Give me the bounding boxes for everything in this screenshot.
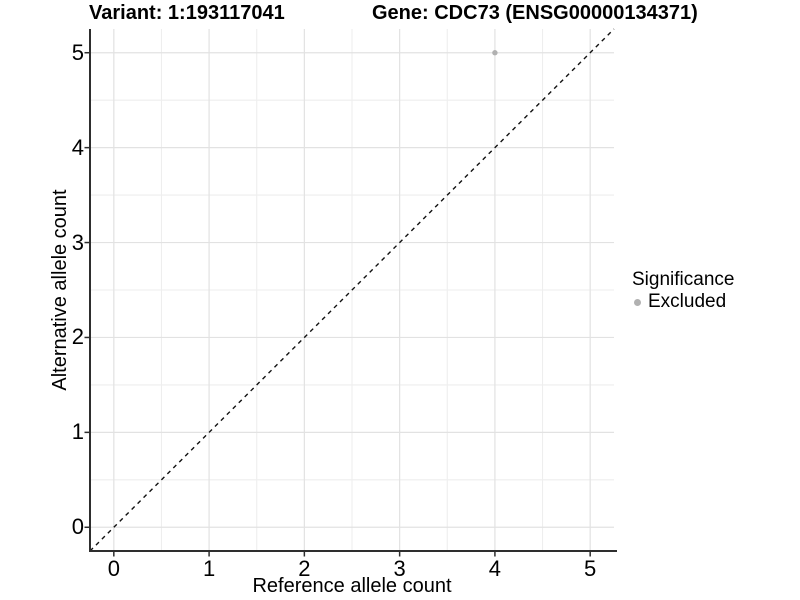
x-tick-label: 0 <box>107 556 120 581</box>
legend-item-label: Excluded <box>648 291 727 312</box>
y-tick-label: 5 <box>71 39 84 65</box>
legend-title: Significance <box>632 269 735 290</box>
data-point <box>492 50 498 56</box>
identity-line <box>89 28 615 552</box>
y-tick-label: 4 <box>71 134 84 160</box>
y-tick-label: 1 <box>71 419 84 445</box>
legend-item-excluded: Excluded <box>632 291 734 313</box>
x-tick-label: 4 <box>488 556 502 581</box>
y-tick-label: 0 <box>71 514 84 540</box>
x-tick-label: 2 <box>298 556 311 581</box>
y-tick-label: 3 <box>71 229 84 255</box>
variant-title: Variant: 1:193117041 <box>89 2 285 24</box>
excluded-point-icon <box>634 298 641 306</box>
plot-panel <box>84 28 617 557</box>
x-axis-title: Reference allele count <box>252 575 452 597</box>
gene-title: Gene: CDC73 (ENSG00000134371) <box>372 2 698 24</box>
x-tick-label: 1 <box>202 556 216 581</box>
panel-svg <box>84 28 617 557</box>
y-tick-label: 2 <box>71 324 84 350</box>
x-tick-label: 5 <box>584 556 597 581</box>
legend: Significance Excluded <box>632 269 734 313</box>
x-tick-label: 3 <box>393 556 406 581</box>
y-axis-title: Alternative allele count <box>49 189 71 391</box>
